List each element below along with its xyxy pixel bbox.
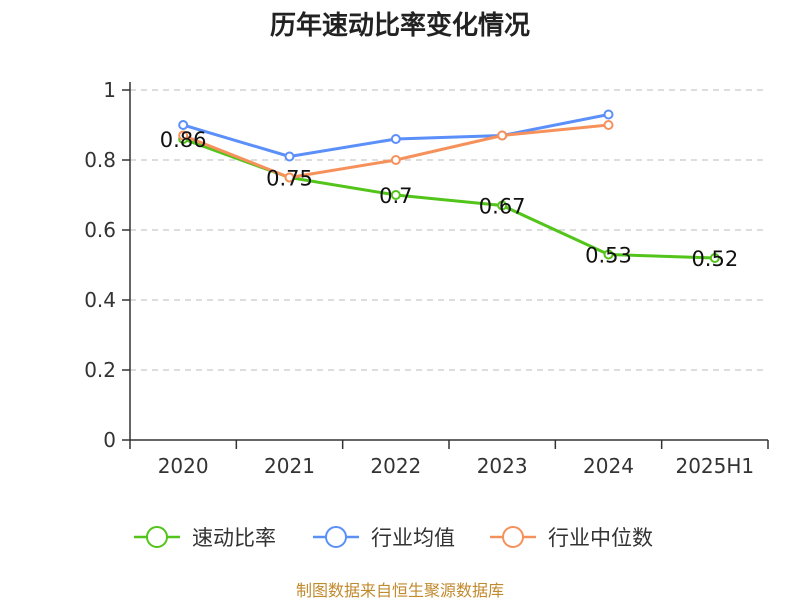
- series-line-0: [182, 137, 715, 260]
- chart-title: 历年速动比率变化情况: [270, 10, 530, 41]
- data-point: [284, 172, 295, 183]
- series-layer: [178, 109, 720, 263]
- source-note: 制图数据来自恒生聚源数据库: [295, 581, 504, 600]
- data-point: [603, 109, 614, 120]
- data-point: [497, 130, 508, 141]
- y-tick-label: 0.6: [84, 218, 116, 242]
- data-label: 0.7: [379, 184, 412, 208]
- data-label: 0.53: [585, 244, 632, 268]
- x-tick-label: 2025H1: [675, 454, 754, 478]
- data-point: [603, 249, 614, 260]
- data-point: [178, 130, 189, 141]
- legend-item-2[interactable]: 行业中位数: [490, 526, 653, 550]
- x-tick-label: 2022: [370, 454, 421, 478]
- legend-label: 速动比率: [192, 526, 276, 550]
- data-point: [603, 120, 614, 130]
- data-label: 0.75: [266, 167, 313, 191]
- legend-item-0[interactable]: 速动比率: [134, 526, 276, 550]
- data-label: 0.52: [691, 247, 738, 271]
- data-point: [390, 134, 401, 144]
- data-point: [178, 120, 189, 130]
- y-tick-label: 0.4: [84, 288, 116, 312]
- y-tick-label: 0.2: [84, 358, 116, 382]
- data-label: 0.67: [479, 195, 526, 219]
- x-tick-label: 2024: [583, 454, 634, 478]
- y-axis-ticks: 0 0.2 0.4 0.6 0.8 1: [84, 78, 130, 452]
- legend[interactable]: 速动比率 行业均值 行业中位数: [134, 526, 653, 550]
- data-point: [709, 253, 720, 263]
- x-tick-label: 2023: [477, 454, 528, 478]
- y-tick-label: 0.8: [84, 148, 116, 172]
- y-tick-label: 0: [103, 428, 116, 452]
- data-labels: 0.86 0.75 0.7 0.67 0.53 0.52: [160, 128, 738, 271]
- gridlines: [130, 89, 765, 371]
- legend-marker: [325, 526, 347, 548]
- legend-marker: [502, 526, 524, 548]
- x-axis-ticks: 2020 2021 2022 2023 2024 2025H1: [129, 440, 769, 478]
- legend-label: 行业均值: [371, 526, 455, 550]
- x-tick-label: 2021: [264, 454, 315, 478]
- data-point: [390, 190, 401, 200]
- data-point: [284, 151, 295, 162]
- data-point: [390, 155, 401, 165]
- data-point: [497, 200, 508, 211]
- legend-label: 行业中位数: [548, 526, 653, 550]
- axes: [129, 82, 768, 441]
- data-label: 0.86: [160, 128, 207, 152]
- series-line-2: [182, 123, 609, 179]
- legend-item-1[interactable]: 行业均值: [313, 526, 455, 550]
- y-tick-label: 1: [103, 78, 116, 102]
- x-tick-label: 2020: [158, 454, 209, 478]
- legend-marker: [146, 526, 168, 548]
